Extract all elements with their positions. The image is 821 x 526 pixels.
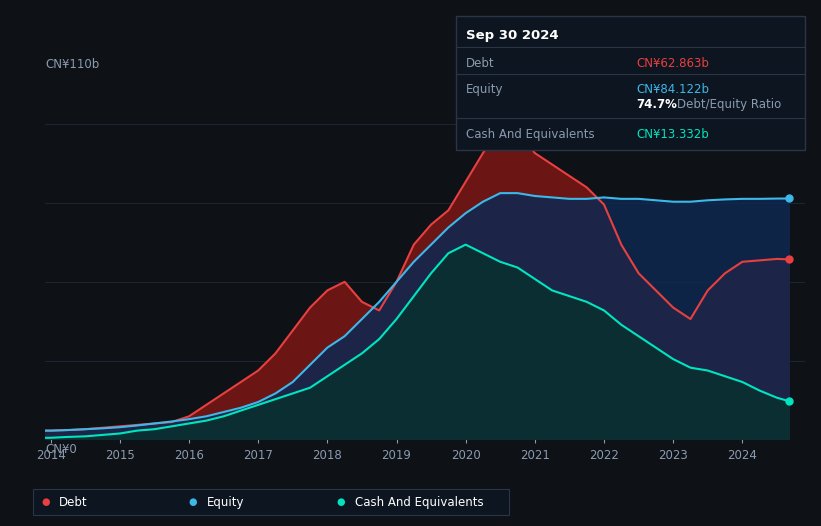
Text: Cash And Equivalents: Cash And Equivalents: [466, 128, 594, 141]
Text: CN¥110b: CN¥110b: [45, 58, 99, 71]
Text: Sep 30 2024: Sep 30 2024: [466, 28, 558, 42]
Text: Debt: Debt: [466, 57, 494, 70]
Text: ●: ●: [189, 497, 197, 508]
Text: Debt/Equity Ratio: Debt/Equity Ratio: [677, 98, 782, 112]
Text: CN¥84.122b: CN¥84.122b: [636, 83, 709, 96]
Text: Equity: Equity: [466, 83, 503, 96]
Text: ●: ●: [337, 497, 345, 508]
Text: Cash And Equivalents: Cash And Equivalents: [355, 496, 484, 509]
Text: CN¥62.863b: CN¥62.863b: [636, 57, 709, 70]
Text: Equity: Equity: [207, 496, 245, 509]
Text: CN¥13.332b: CN¥13.332b: [636, 128, 709, 141]
Text: 74.7%: 74.7%: [636, 98, 677, 112]
Text: CN¥0: CN¥0: [45, 443, 77, 456]
Text: ●: ●: [41, 497, 49, 508]
Text: Debt: Debt: [59, 496, 88, 509]
